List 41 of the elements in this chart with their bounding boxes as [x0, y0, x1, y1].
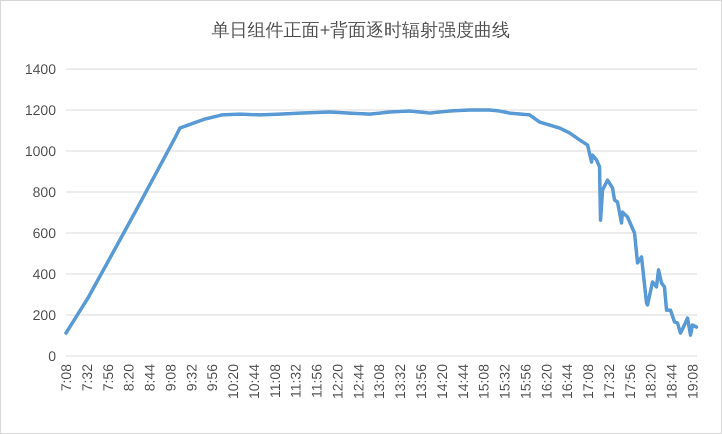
x-tick-label: 18:20	[642, 364, 659, 400]
x-tick-label: 15:32	[496, 364, 513, 400]
x-tick-label: 13:32	[392, 364, 408, 400]
x-tick-label: 18:44	[664, 364, 680, 400]
x-tick-label: 7:56	[100, 364, 116, 392]
x-tick-label: 16:44	[559, 364, 576, 400]
x-tick-label: 8:44	[142, 364, 158, 392]
x-tick-label: 9:56	[204, 364, 220, 392]
x-tick-label: 12:20	[329, 364, 346, 400]
x-tick-label: 17:08	[580, 364, 596, 400]
y-tick-label: 0	[48, 348, 56, 364]
x-tick-label: 17:56	[622, 364, 638, 400]
x-tick-label: 7:32	[78, 364, 95, 392]
x-tick-label: 13:08	[371, 364, 388, 400]
x-tick-label: 14:20	[434, 364, 450, 400]
x-tick-label: 8:20	[120, 364, 137, 392]
x-tick-label: 15:56	[517, 364, 534, 400]
x-tick-label: 12:44	[350, 364, 366, 400]
y-tick-label: 1200	[24, 102, 56, 118]
x-tick-label: 13:56	[412, 364, 429, 400]
chart-title: 单日组件正面+背面逐时辐射强度曲线	[212, 20, 510, 40]
y-tick-label: 1000	[24, 143, 56, 159]
x-tick-label: 11:32	[288, 364, 304, 398]
x-tick-label: 11:08	[266, 364, 283, 398]
y-tick-label: 1400	[24, 61, 56, 77]
x-tick-label: 9:32	[183, 364, 200, 392]
x-tick-label: 15:08	[476, 364, 492, 400]
x-tick-label: 16:20	[538, 364, 554, 400]
x-tick-label: 10:20	[225, 364, 242, 400]
y-tick-label: 800	[32, 184, 56, 200]
x-tick-label: 11:56	[308, 364, 325, 398]
x-tick-label: 19:08	[684, 364, 700, 400]
x-tick-label: 10:44	[246, 364, 262, 400]
y-tick-label: 600	[32, 225, 56, 241]
x-tick-label: 7:08	[58, 364, 74, 392]
x-tick-label: 9:08	[162, 364, 178, 392]
y-tick-label: 200	[32, 307, 56, 323]
line-series	[64, 108, 698, 337]
x-tick-label: 14:44	[454, 364, 471, 400]
y-tick-label: 400	[32, 266, 56, 282]
x-tick-label: 17:32	[600, 364, 617, 400]
